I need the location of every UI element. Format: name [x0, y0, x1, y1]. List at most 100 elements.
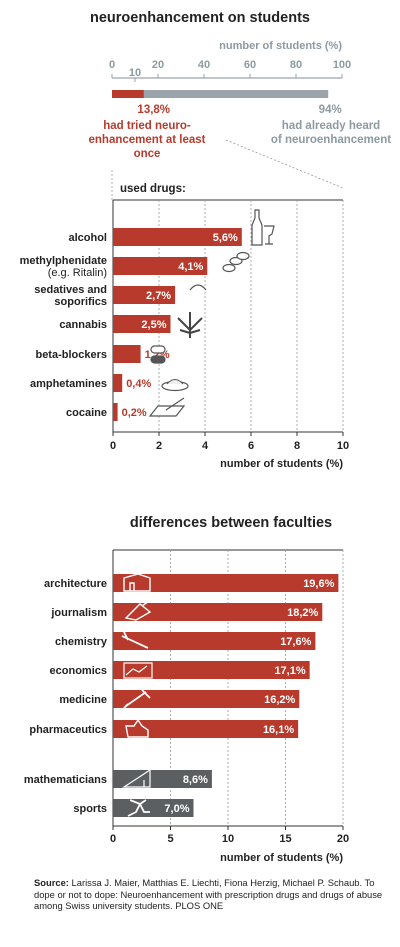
pills-icon — [236, 251, 250, 261]
data-label: 19,6% — [303, 578, 334, 590]
mortar-flask-icon — [125, 718, 149, 738]
bar — [113, 574, 339, 592]
data-label: 17,6% — [280, 636, 311, 648]
overview-chart: neuroenhancement on students number of st… — [89, 10, 391, 200]
wine-bottle-glass-icon — [251, 209, 263, 246]
category-label: soporifics — [54, 296, 107, 308]
building-icon — [123, 573, 151, 592]
bar — [113, 770, 212, 788]
triangle-ruler-icon — [121, 768, 151, 788]
bar — [113, 632, 316, 650]
pills-icon — [222, 263, 236, 273]
source-label: Source: — [34, 877, 69, 888]
pill-capsule-icon — [150, 355, 166, 364]
tick-label: 0 — [109, 59, 115, 71]
tick-label: 10 — [129, 67, 141, 79]
category-label: journalism — [50, 607, 107, 619]
razor-icon — [165, 397, 185, 411]
tick-label: 0 — [110, 440, 116, 452]
data-label-heard: 94% — [319, 104, 342, 116]
tick-label: 5 — [167, 833, 173, 845]
drugs-chart: used drugs: 0 2 4 6 8 10 number of students (%)… — [20, 183, 350, 470]
faculties-chart: differences between faculties 0 5 10 15 20 num… — [24, 515, 349, 864]
line-chart-icon — [123, 662, 153, 679]
category-label: architecture — [44, 578, 107, 590]
data-label-tried: 13,8% — [137, 104, 170, 116]
tick-label: 10 — [222, 833, 234, 845]
data-label: 17,1% — [274, 665, 305, 677]
test-tube-icon — [121, 631, 149, 649]
tick-label: 0 — [110, 833, 116, 845]
bar — [113, 228, 242, 246]
data-label: 2,5% — [141, 319, 166, 331]
bar — [113, 403, 118, 421]
bar — [113, 661, 310, 679]
data-label: 16,1% — [263, 724, 294, 736]
category-label: pharmaceutics — [29, 724, 107, 736]
data-label: 16,2% — [264, 694, 295, 706]
tick-label: 80 — [290, 59, 302, 71]
tick-label: 20 — [152, 59, 164, 71]
category-label: cocaine — [66, 407, 107, 419]
annotation-tried: had tried neuro-enhancement at least once — [89, 120, 206, 160]
category-label: mathematicians — [24, 774, 107, 786]
category-label: chemistry — [55, 636, 108, 648]
zoom-line-right — [225, 139, 344, 189]
category-label: medicine — [59, 694, 107, 706]
tick-label: 2 — [156, 440, 162, 452]
data-label: 2,7% — [146, 290, 171, 302]
category-label: economics — [50, 665, 107, 677]
chart-title: neuroenhancement on students — [90, 10, 310, 26]
bar — [113, 690, 300, 708]
bar — [113, 315, 171, 333]
data-label: 7,0% — [164, 803, 189, 815]
category-label: alcohol — [68, 232, 107, 244]
x-axis-label: number of students (%) — [220, 852, 343, 864]
chart-title: used drugs: — [120, 183, 186, 195]
category-label: sports — [73, 803, 107, 815]
x-axis-label: number of students (%) — [220, 458, 343, 470]
category-label: methylphenidate — [20, 255, 107, 267]
chart-title: differences between faculties — [130, 515, 332, 531]
tick-label: 6 — [248, 440, 254, 452]
bar — [113, 720, 299, 738]
runner-icon — [127, 795, 150, 817]
pill-capsule-icon — [150, 345, 166, 354]
data-label: 4,1% — [178, 261, 203, 273]
bar-tried — [112, 90, 144, 98]
category-label: cannabis — [59, 319, 107, 331]
bar — [113, 286, 176, 304]
tick-label: 40 — [198, 59, 210, 71]
tick-label: 20 — [337, 833, 349, 845]
tick-label: 60 — [244, 59, 256, 71]
data-label: 5,6% — [213, 232, 238, 244]
source-note: Source: Larissa J. Maier, Matthias E. Li… — [34, 877, 394, 912]
tick-label: 8 — [294, 440, 300, 452]
tick-label: 10 — [337, 440, 349, 452]
syringe-icon — [123, 689, 151, 709]
bar — [113, 603, 323, 621]
category-label: amphetamines — [30, 378, 107, 390]
data-label: 0,4% — [126, 378, 151, 390]
category-label: (e.g. Ritalin) — [48, 267, 107, 279]
pen-paper-icon — [124, 598, 153, 621]
bar — [113, 345, 141, 363]
data-label: 8,6% — [183, 774, 208, 786]
bar — [113, 257, 208, 275]
tick-label: 100 — [333, 59, 351, 71]
bar-heard — [112, 90, 329, 98]
capsules-icon — [189, 284, 207, 291]
annotation-heard: had already heard of neuroenhancement — [271, 120, 391, 146]
category-label: beta-blockers — [35, 349, 107, 361]
x-axis-label: number of students (%) — [219, 40, 342, 52]
tick-label: 15 — [279, 833, 291, 845]
powder-icon — [166, 379, 184, 385]
wine-glass-icon — [264, 225, 275, 245]
data-label: 0,2% — [122, 407, 147, 419]
razor-mirror-icon — [148, 405, 186, 417]
cannabis-leaf-icon — [177, 312, 203, 338]
category-label: sedatives and — [34, 284, 107, 296]
bar — [113, 374, 123, 392]
tick-label: 4 — [202, 440, 209, 452]
data-label: 18,2% — [287, 607, 318, 619]
